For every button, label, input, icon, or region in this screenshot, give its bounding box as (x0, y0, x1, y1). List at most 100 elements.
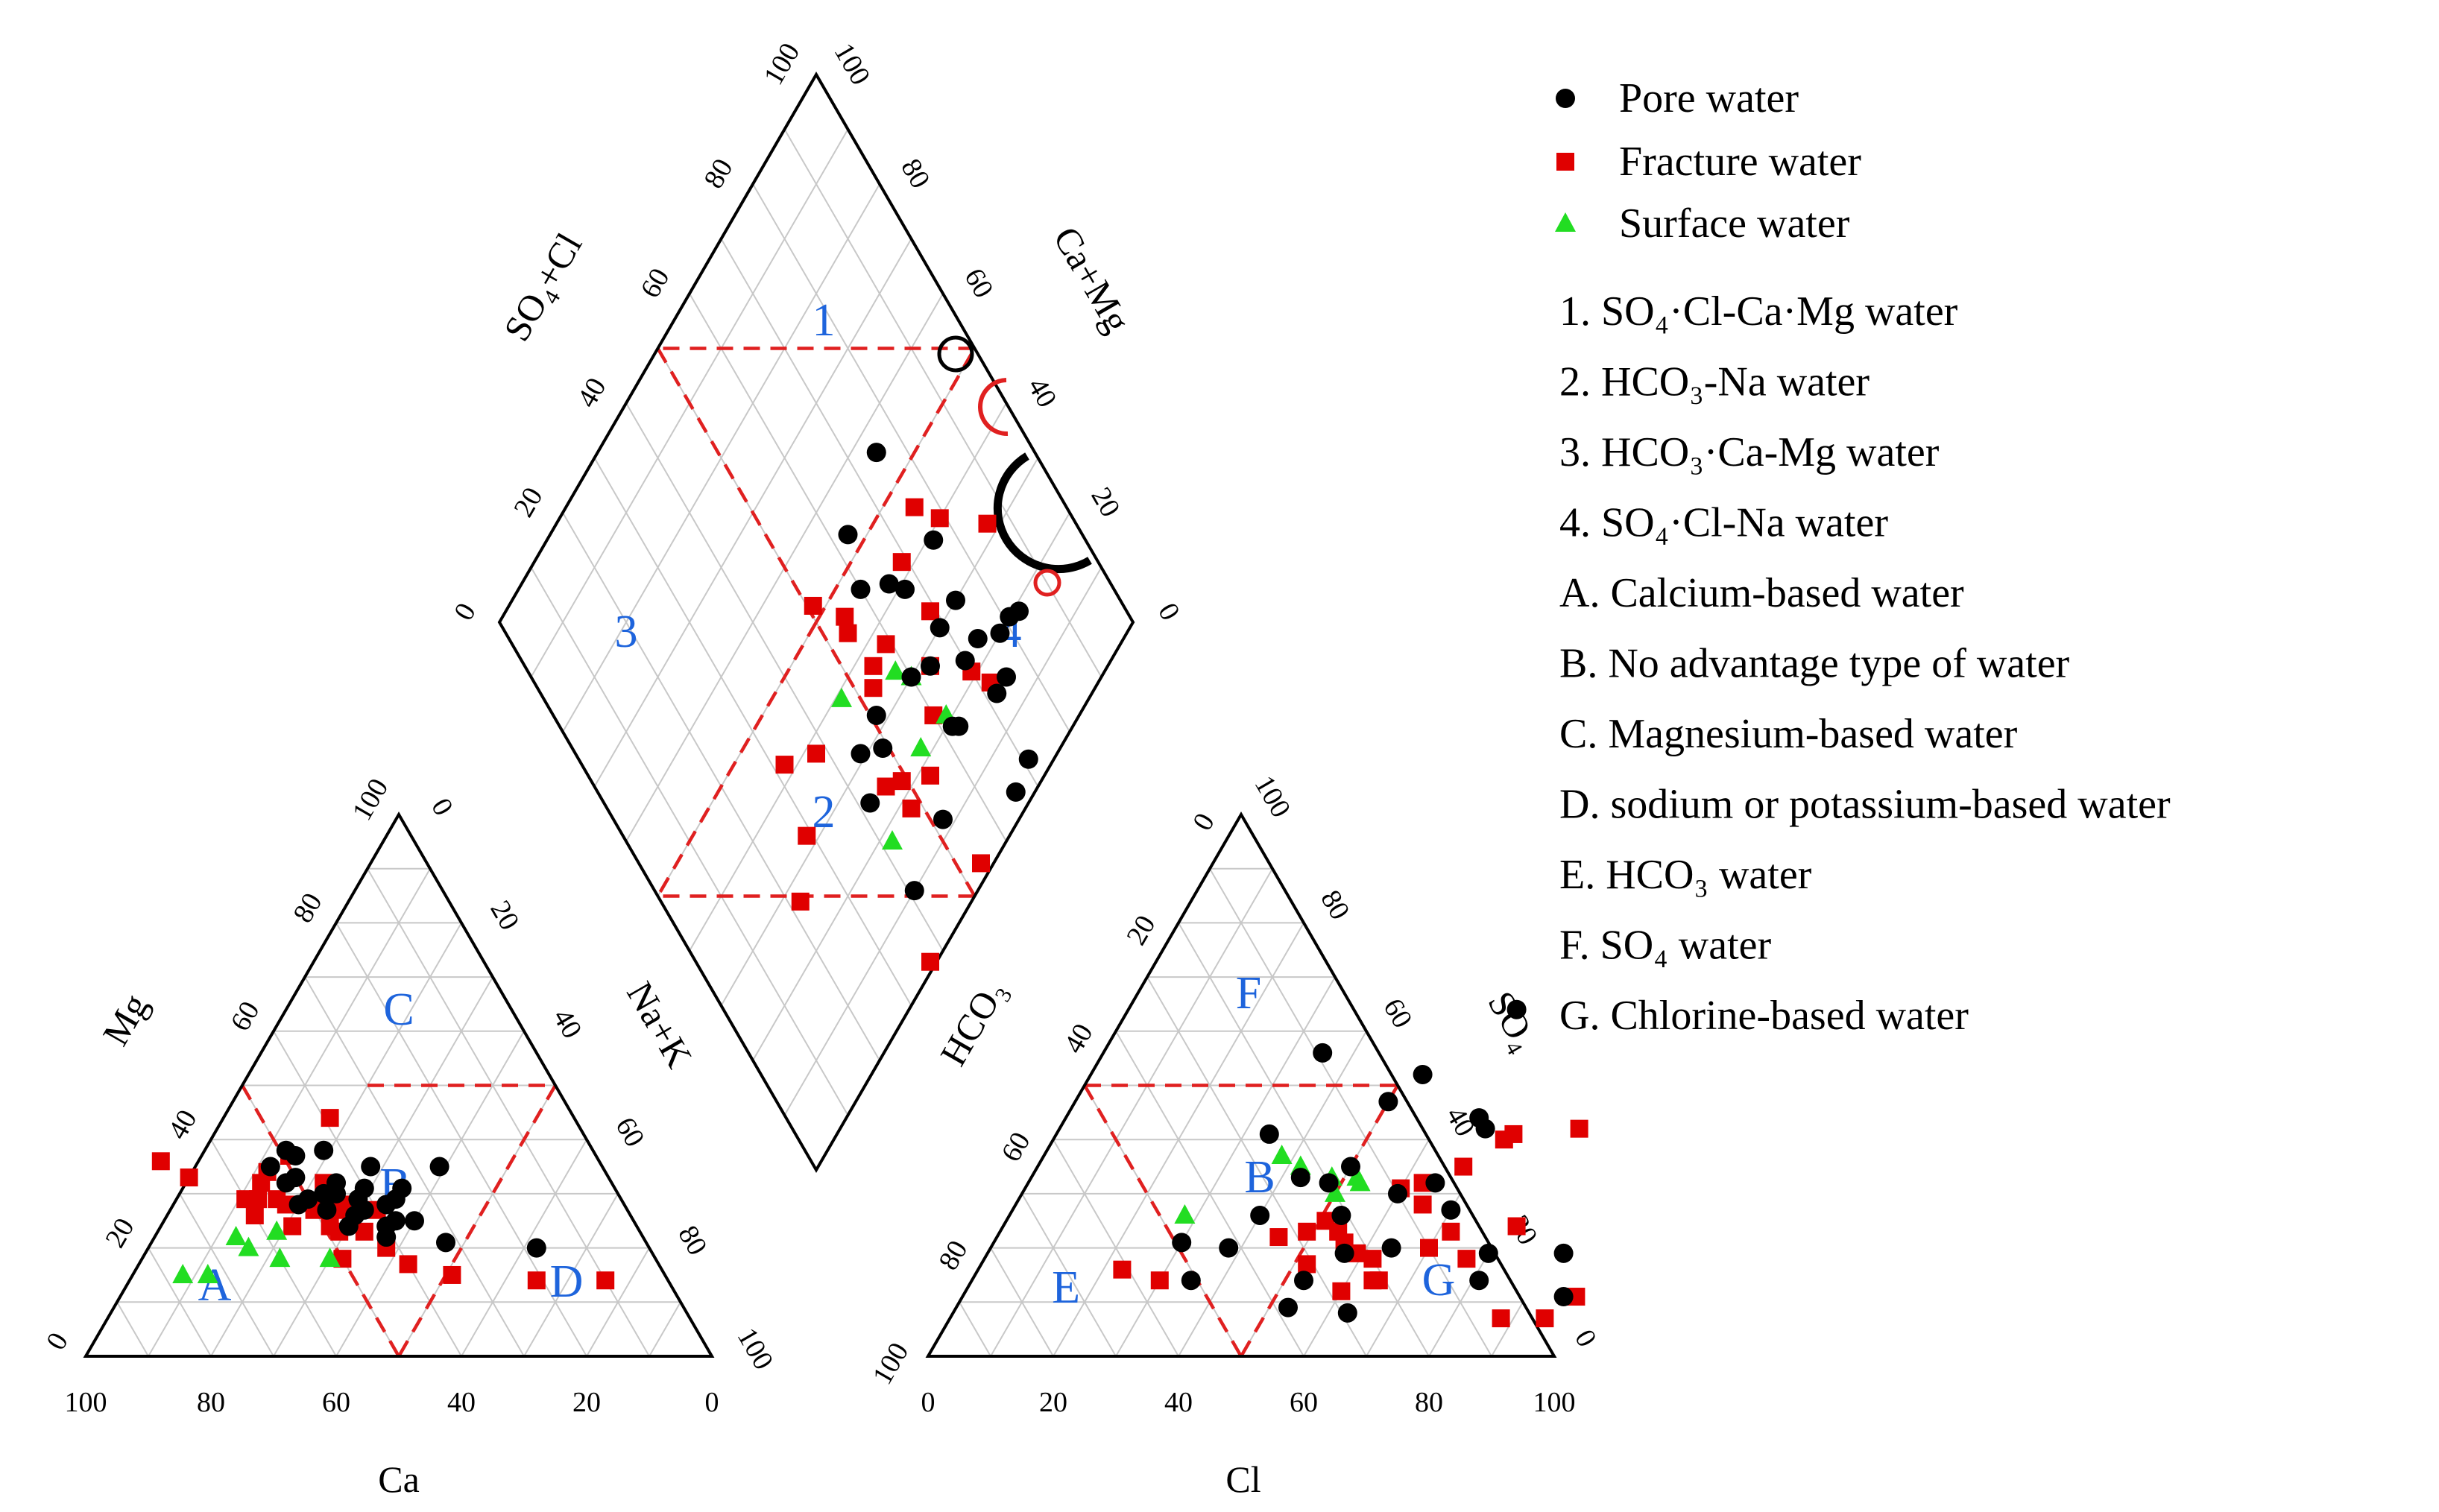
cation-gridline (179, 1193, 274, 1357)
fracture-water-point (877, 635, 895, 654)
legend-zone-item: D. sodium or potassium-based water (1559, 782, 2171, 828)
fracture-water-point (321, 1217, 339, 1236)
anion-gridline (1021, 1193, 1117, 1357)
fracture-water-point (180, 1168, 198, 1187)
anion-gridline (990, 868, 1273, 1357)
fracture-water-point (1298, 1222, 1316, 1241)
fracture-water-point (399, 1255, 417, 1274)
pore-water-point (873, 738, 893, 759)
pore-water-point (1334, 1243, 1354, 1263)
surface-water-point (319, 1247, 341, 1268)
anion-gridline (1084, 1084, 1242, 1357)
cation-tick-label: 0 (40, 1327, 75, 1355)
fracture-water-point (321, 1109, 339, 1127)
pore-water-point (1018, 749, 1038, 769)
pore-water-point (1388, 1183, 1407, 1203)
legend-zone-item: B. No advantage type of water (1559, 641, 2070, 687)
fracture-water-point (1298, 1255, 1316, 1274)
pore-water-point (942, 716, 962, 736)
cation-tick-label: 0 (425, 793, 459, 820)
pore-water-point (1413, 1064, 1433, 1084)
pore-water-point (326, 1173, 346, 1193)
cation-tick-label: 60 (609, 1112, 650, 1152)
pore-water-point (1319, 1173, 1339, 1193)
pore-water-point (1378, 1092, 1398, 1112)
anion-tick-label: 0 (1568, 1324, 1603, 1352)
fracture-water-point (1150, 1271, 1169, 1290)
anion-zone-label: B (1244, 1152, 1275, 1203)
surface-water-point (238, 1236, 259, 1256)
fracture-water-point (892, 553, 911, 572)
anion-tick-label: 80 (1314, 885, 1355, 925)
anion-axis-title-hco3: HCO₃ (932, 972, 1014, 1073)
cation-gridline (148, 868, 431, 1357)
fracture-water-point (902, 799, 921, 817)
anion-axis-title-cl: Cl (1225, 1458, 1260, 1500)
pore-water-point (317, 1200, 337, 1220)
fracture-water-point (877, 777, 895, 796)
cation-tick-label: 40 (546, 1004, 587, 1044)
legend-zone-item: A. Calcium-based water (1559, 570, 1964, 616)
diamond-tick-label: 20 (508, 482, 549, 522)
legend-zone-item: F. SO₄ water (1559, 923, 1771, 969)
fracture-water-point (921, 602, 939, 621)
pore-water-point (895, 579, 915, 599)
pore-water-point (997, 667, 1016, 687)
fracture-water-point (1570, 1119, 1588, 1138)
cation-axis-title-mg: Mg (94, 987, 156, 1052)
highlight-arc (993, 452, 1092, 574)
pore-water-point (1259, 1124, 1279, 1144)
cation-tick-label: 100 (347, 774, 395, 826)
fracture-water-point (978, 514, 997, 533)
fracture-water-point (930, 509, 949, 528)
pore-water-point (851, 744, 871, 764)
pore-water-point (1341, 1157, 1360, 1177)
cation-zone-label: D (550, 1256, 584, 1307)
anion-tick-label: 0 (921, 1387, 935, 1418)
fracture-water-point (1369, 1271, 1388, 1290)
triangle-and-diamond-frames (83, 72, 1557, 1358)
pore-water-point (1469, 1271, 1489, 1291)
fracture-water-point (839, 624, 857, 642)
data-points (151, 443, 1588, 1328)
legend-zone-item: G. Chlorine-based water (1559, 993, 1969, 1039)
pore-water-point (990, 623, 1010, 643)
legend-zone-item: E. HCO₃ water (1559, 852, 1812, 898)
fracture-water-point (836, 607, 854, 626)
anion-tick-label: 80 (1415, 1387, 1443, 1418)
fracture-water-point (283, 1217, 302, 1236)
fracture-water-point (791, 892, 810, 911)
cation-gridline (398, 1084, 556, 1357)
fracture-water-point (905, 498, 924, 516)
fracture-water-point (1269, 1228, 1288, 1247)
fracture-water-point (775, 756, 794, 774)
anion-triangle-frame (925, 812, 1557, 1358)
fracture-water-point (864, 679, 883, 698)
pore-water-point (933, 809, 953, 829)
pore-water-point (1290, 1168, 1310, 1188)
pore-water-point (1009, 601, 1029, 621)
fracture-water-point (355, 1222, 373, 1241)
pore-water-point (1381, 1238, 1401, 1258)
fracture-water-point (596, 1271, 615, 1290)
fracture-water-point (1507, 1217, 1526, 1236)
cation-tick-label: 40 (447, 1387, 476, 1418)
pore-water-point (405, 1211, 424, 1231)
surface-water-point (269, 1247, 291, 1268)
pore-water-point (1006, 782, 1026, 802)
anion-tick-label: 100 (1249, 771, 1297, 823)
fracture-water-point (268, 1190, 286, 1209)
anion-tick-label: 60 (995, 1127, 1036, 1167)
pore-water-point (385, 1211, 406, 1231)
surface-water-point (882, 830, 903, 850)
diamond-zone-label: 2 (813, 787, 836, 838)
fracture-water-point (972, 854, 990, 873)
diamond-tick-label: 0 (448, 598, 482, 625)
surface-water-point (225, 1226, 247, 1246)
fracture-water-point (151, 1152, 170, 1171)
pore-water-point (1337, 1303, 1357, 1323)
surface-water-point (1349, 1171, 1371, 1192)
anion-axis-title-so4: SO₄ (1480, 984, 1546, 1057)
